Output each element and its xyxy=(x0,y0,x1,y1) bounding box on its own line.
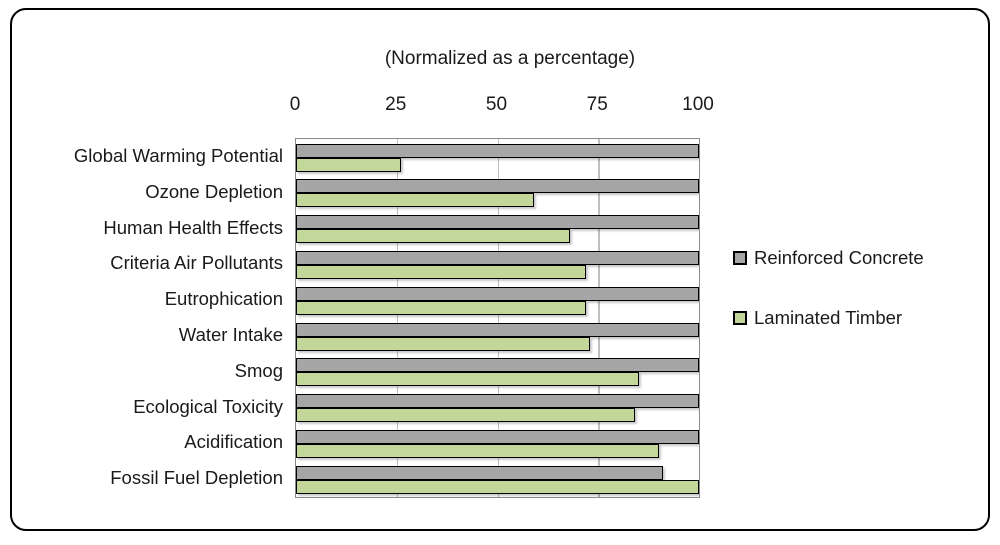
bar-reinforced-concrete xyxy=(296,394,699,409)
bar-reinforced-concrete xyxy=(296,322,699,337)
bar-laminated-timber xyxy=(296,336,591,351)
category-label: Human Health Effects xyxy=(103,216,283,238)
gridline xyxy=(396,139,399,497)
bar-laminated-timber xyxy=(296,408,635,423)
category-label: Criteria Air Pollutants xyxy=(110,252,283,274)
bar-reinforced-concrete xyxy=(296,250,699,265)
legend-label-reinforced-concrete: Reinforced Concrete xyxy=(754,247,924,268)
category-label: Acidification xyxy=(184,431,283,453)
category-label: Eutrophication xyxy=(164,288,283,310)
bar-reinforced-concrete xyxy=(296,286,699,301)
bar-reinforced-concrete xyxy=(296,179,699,194)
plot-area xyxy=(295,138,700,498)
category-label: Ecological Toxicity xyxy=(133,395,283,417)
bar-laminated-timber xyxy=(296,193,534,208)
x-tick-label: 25 xyxy=(385,94,407,115)
category-label: Global Warming Potential xyxy=(73,145,283,166)
legend-item-reinforced-concrete: Reinforced Concrete xyxy=(733,247,924,269)
category-axis: Global Warming Potential Ozone Depletion H… xyxy=(15,138,283,496)
legend-label-laminated-timber: Laminated Timber xyxy=(754,307,903,328)
legend-item-laminated-timber: Laminated Timber xyxy=(733,307,902,329)
gridline xyxy=(497,139,499,497)
bar-reinforced-concrete xyxy=(296,358,699,373)
bar-reinforced-concrete xyxy=(296,215,699,230)
category-label: Fossil Fuel Depletion xyxy=(110,467,283,489)
x-tick-label: 50 xyxy=(485,94,508,115)
bar-laminated-timber xyxy=(296,300,587,315)
bar-laminated-timber xyxy=(296,229,571,244)
bar-reinforced-concrete xyxy=(296,429,699,444)
category-label: Smog xyxy=(234,359,283,381)
bar-laminated-timber xyxy=(296,157,401,172)
legend-swatch-reinforced-concrete-icon xyxy=(733,251,747,265)
category-label: Water Intake xyxy=(178,324,283,345)
x-tick-label: 100 xyxy=(682,94,714,115)
bar-laminated-timber xyxy=(296,264,587,279)
bar-laminated-timber xyxy=(296,479,699,494)
category-label: Ozone Depletion xyxy=(145,180,283,202)
x-axis: 0 25 50 75 100 xyxy=(290,94,714,118)
x-tick-label: 0 xyxy=(289,94,301,115)
bar-reinforced-concrete xyxy=(296,143,699,158)
legend-swatch-laminated-timber-icon xyxy=(733,311,747,325)
bar-reinforced-concrete xyxy=(296,465,663,480)
bar-laminated-timber xyxy=(296,443,659,458)
bar-laminated-timber xyxy=(296,372,639,387)
x-tick-label: 75 xyxy=(586,94,608,115)
gridline xyxy=(598,139,600,497)
chart-title: (Normalized as a percentage) xyxy=(384,48,636,69)
